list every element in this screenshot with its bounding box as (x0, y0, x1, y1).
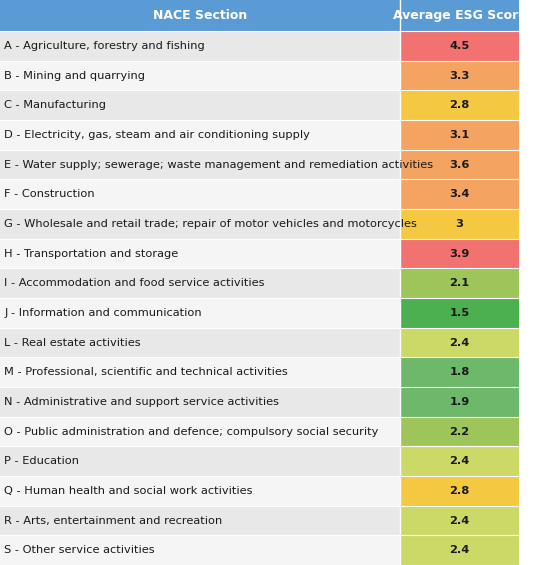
Bar (0, 0, 400, 31)
Bar (0, 120, 400, 150)
Bar (400, 120, 519, 150)
Text: C - Manufacturing: C - Manufacturing (4, 100, 106, 110)
Bar (0, 31, 400, 61)
Bar (400, 31, 519, 61)
Bar (0, 268, 400, 298)
Text: 3.1: 3.1 (449, 130, 470, 140)
Text: J - Information and communication: J - Information and communication (4, 308, 202, 318)
Text: 1.5: 1.5 (449, 308, 470, 318)
Bar (400, 358, 519, 387)
Bar (0, 446, 400, 476)
Bar (0, 239, 400, 268)
Text: R - Arts, entertainment and recreation: R - Arts, entertainment and recreation (4, 515, 222, 525)
Text: S - Other service activities: S - Other service activities (4, 545, 155, 555)
Text: O - Public administration and defence; compulsory social security: O - Public administration and defence; c… (4, 427, 379, 437)
Bar (400, 180, 519, 209)
Text: 2.4: 2.4 (449, 515, 470, 525)
Bar (400, 506, 519, 536)
Text: 2.1: 2.1 (449, 278, 470, 288)
Text: 3.4: 3.4 (449, 189, 470, 199)
Bar (0, 150, 400, 180)
Bar (400, 536, 519, 565)
Text: 3: 3 (455, 219, 463, 229)
Text: NACE Section: NACE Section (153, 9, 247, 22)
Text: G - Wholesale and retail trade; repair of motor vehicles and motorcycles: G - Wholesale and retail trade; repair o… (4, 219, 417, 229)
Bar (400, 476, 519, 506)
Bar (400, 239, 519, 268)
Text: Average ESG Score: Average ESG Score (393, 9, 526, 22)
Text: 2.4: 2.4 (449, 337, 470, 347)
Bar (0, 180, 400, 209)
Text: M - Professional, scientific and technical activities: M - Professional, scientific and technic… (4, 367, 288, 377)
Bar (400, 417, 519, 446)
Bar (400, 268, 519, 298)
Bar (400, 298, 519, 328)
Text: 3.6: 3.6 (449, 159, 470, 170)
Text: D - Electricity, gas, steam and air conditioning supply: D - Electricity, gas, steam and air cond… (4, 130, 310, 140)
Bar (400, 61, 519, 90)
Bar (0, 506, 400, 536)
Text: 2.4: 2.4 (449, 545, 470, 555)
Bar (400, 150, 519, 180)
Text: Q - Human health and social work activities: Q - Human health and social work activit… (4, 486, 253, 496)
Bar (0, 387, 400, 417)
Bar (0, 61, 400, 90)
Text: E - Water supply; sewerage; waste management and remediation activities: E - Water supply; sewerage; waste manage… (4, 159, 433, 170)
Bar (400, 0, 519, 31)
Text: 1.9: 1.9 (449, 397, 470, 407)
Bar (400, 328, 519, 358)
Text: N - Administrative and support service activities: N - Administrative and support service a… (4, 397, 279, 407)
Bar (0, 209, 400, 239)
Bar (0, 328, 400, 358)
Text: 4.5: 4.5 (449, 41, 470, 51)
Bar (400, 209, 519, 239)
Text: 3.3: 3.3 (449, 71, 470, 81)
Bar (400, 90, 519, 120)
Bar (0, 358, 400, 387)
Text: 2.8: 2.8 (449, 100, 470, 110)
Text: F - Construction: F - Construction (4, 189, 95, 199)
Bar (400, 446, 519, 476)
Bar (400, 387, 519, 417)
Text: L - Real estate activities: L - Real estate activities (4, 337, 141, 347)
Bar (0, 536, 400, 565)
Text: A - Agriculture, forestry and fishing: A - Agriculture, forestry and fishing (4, 41, 205, 51)
Text: B - Mining and quarrying: B - Mining and quarrying (4, 71, 145, 81)
Text: 1.8: 1.8 (449, 367, 470, 377)
Bar (0, 417, 400, 446)
Text: 3.9: 3.9 (449, 249, 470, 259)
Text: I - Accommodation and food service activities: I - Accommodation and food service activ… (4, 278, 265, 288)
Text: 2.8: 2.8 (449, 486, 470, 496)
Bar (0, 476, 400, 506)
Text: 2.4: 2.4 (449, 456, 470, 466)
Text: P - Education: P - Education (4, 456, 79, 466)
Bar (0, 90, 400, 120)
Bar (0, 298, 400, 328)
Text: H - Transportation and storage: H - Transportation and storage (4, 249, 179, 259)
Text: 2.2: 2.2 (449, 427, 470, 437)
